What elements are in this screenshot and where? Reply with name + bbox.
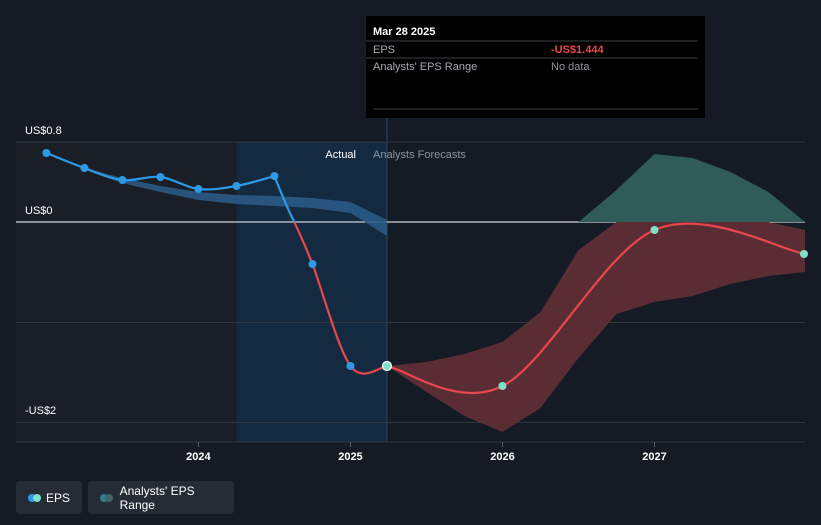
x-tick-label: 2026 xyxy=(490,451,514,463)
eps-forecast-line xyxy=(386,222,806,395)
tooltip-date: Mar 28 2025 xyxy=(373,26,435,38)
eps-point xyxy=(156,173,165,181)
eps-point xyxy=(42,149,51,157)
legend-eps[interactable]: EPS xyxy=(16,481,82,514)
eps-actual-negative-line xyxy=(293,221,388,375)
pre-actual-shade xyxy=(16,142,237,442)
tooltip-range-label: Analysts' EPS Range xyxy=(373,61,477,73)
analysts-range-band-positive xyxy=(386,154,805,222)
eps-hover-point xyxy=(381,360,393,372)
eps-legend-icon xyxy=(28,493,41,502)
eps-point xyxy=(308,260,317,268)
eps-forecast-point xyxy=(800,250,808,258)
section-label-forecast: Analysts Forecasts xyxy=(373,149,466,161)
eps-point xyxy=(118,176,127,184)
eps-forecast-point xyxy=(498,382,507,390)
tooltip-eps-value: -US$1.444 xyxy=(551,44,604,56)
legend-range-label: Analysts' EPS Range xyxy=(119,483,195,512)
x-tick-label: 2025 xyxy=(338,451,362,463)
eps-forecast-point xyxy=(650,226,659,234)
analysts-range-band-negative xyxy=(386,222,805,432)
y-tick-label: US$0.8 xyxy=(25,125,62,137)
eps-actual-line xyxy=(273,175,296,223)
range-legend-icon xyxy=(100,493,113,502)
y-tick-label: US$0 xyxy=(25,205,53,217)
actual-period-shade xyxy=(236,142,387,442)
tooltip-background xyxy=(366,16,705,118)
x-tick-label: 2027 xyxy=(642,451,666,463)
tooltip-range-value: No data xyxy=(551,61,590,73)
eps-point xyxy=(194,185,203,193)
eps-point xyxy=(80,164,89,172)
eps-point xyxy=(346,362,355,370)
eps-point xyxy=(270,172,279,180)
tooltip-eps-label: EPS xyxy=(373,44,395,56)
actual-estimate-band xyxy=(84,168,387,236)
x-tick-label: 2024 xyxy=(186,451,211,463)
y-tick-label: -US$2 xyxy=(25,405,56,417)
eps-point xyxy=(232,182,241,190)
legend-range[interactable]: Analysts' EPS Range xyxy=(88,481,234,514)
tooltip: Mar 28 2025 EPS -US$1.444 Analysts' EPS … xyxy=(366,16,705,118)
legend-eps-label: EPS xyxy=(45,490,70,505)
section-label-actual: Actual xyxy=(325,149,356,161)
